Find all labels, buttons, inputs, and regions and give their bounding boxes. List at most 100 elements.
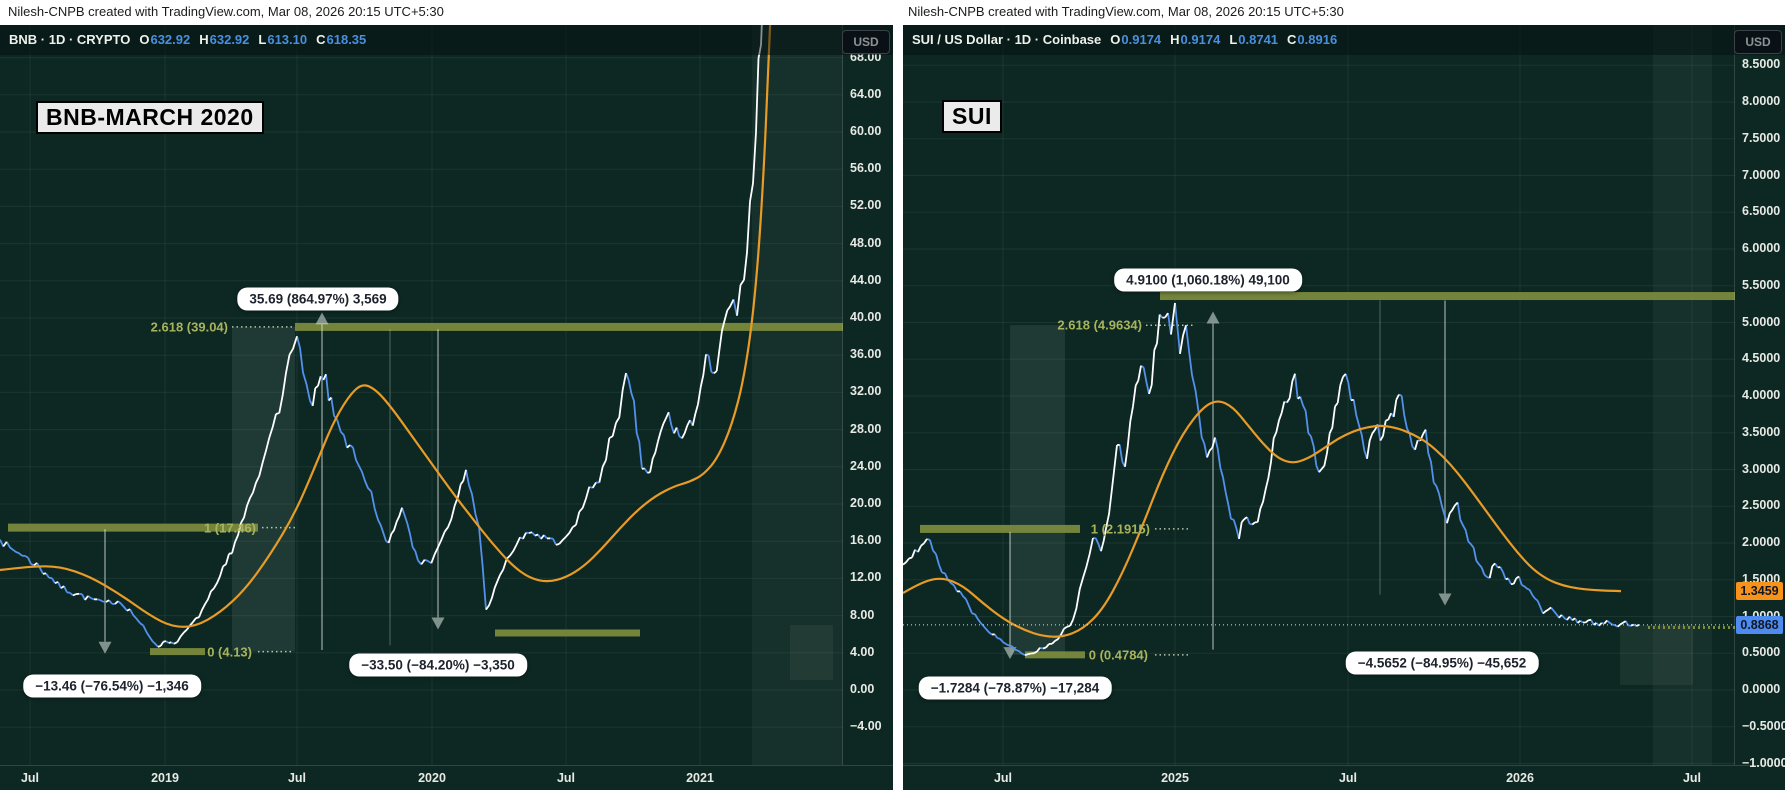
legend-strip xyxy=(0,25,893,55)
symbol-legend: SUI / US Dollar · 1D · Coinbase O0.9174 H0… xyxy=(912,32,1337,47)
time-tick-label: Jul xyxy=(556,771,576,785)
price-tick-label: 24.00 xyxy=(850,458,882,473)
price-axis[interactable]: USD 68.00 64.00 60.00 56.00 52.00 48.00 44.00 4… xyxy=(842,25,893,765)
time-tick-label: 2020 xyxy=(418,771,446,785)
ohlc-open-label: O xyxy=(1110,32,1121,47)
candles-up-series xyxy=(2,25,763,648)
tradingview-watermark-right: Nilesh-CNPB created with TradingView.com… xyxy=(908,4,1344,19)
price-tick-label: 56.00 xyxy=(850,161,882,176)
price-tick-label: 4.0000 xyxy=(1742,388,1781,402)
ohlc-high-value: 632.92 xyxy=(209,32,250,47)
chart-canvas[interactable] xyxy=(0,25,843,765)
arrow-down-head-icon xyxy=(1438,593,1452,606)
price-tick-label: 7.5000 xyxy=(1742,130,1781,145)
fib-level-band xyxy=(920,524,1080,533)
ohlc-high-label: H xyxy=(199,32,209,47)
price-tick-label: 8.5000 xyxy=(1742,57,1781,72)
chart-canvas[interactable] xyxy=(903,25,1735,765)
ohlc-low-label: L xyxy=(258,32,267,47)
ohlc-open-value: 632.92 xyxy=(150,32,191,47)
price-tick-label: 0.00 xyxy=(850,682,875,696)
moving-average-line xyxy=(903,400,1622,638)
time-axis[interactable]: Jul 2025 Jul 2026 Jul xyxy=(903,765,1785,790)
currency-toggle-button[interactable]: USD xyxy=(1734,30,1782,54)
time-tick-label: Jul xyxy=(1682,771,1702,785)
ohlc-close-value: 618.35 xyxy=(326,32,367,47)
highlight-zone xyxy=(1620,625,1693,685)
price-tick-label: 44.00 xyxy=(850,272,882,287)
price-tick-label: 8.0000 xyxy=(1742,94,1781,108)
price-tick-label: 28.00 xyxy=(850,421,882,436)
price-tick-label: 7.0000 xyxy=(1742,167,1781,182)
time-tick-label: 2019 xyxy=(151,771,179,785)
highlight-zone xyxy=(790,625,833,680)
price-tick-label: 16.00 xyxy=(850,533,882,548)
price-tick-label: 36.00 xyxy=(850,347,882,362)
time-tick-label: Jul xyxy=(20,771,40,785)
price-tick-label: 3.0000 xyxy=(1742,461,1781,476)
arrow-up-head-icon xyxy=(315,312,329,325)
highlight-zone xyxy=(1653,25,1712,765)
price-tick-label: 8.00 xyxy=(850,607,875,622)
price-tick-label: 52.00 xyxy=(850,198,882,213)
time-tick-label: 2025 xyxy=(1161,771,1189,785)
price-tick-label: 64.00 xyxy=(850,86,882,101)
price-tick-label: 48.00 xyxy=(850,235,882,250)
ohlc-close-label: C xyxy=(1287,32,1297,47)
price-tick-label: 32.00 xyxy=(850,384,882,399)
chart-panel-bnb: BNB · 1D · CRYPTO O632.92 H632.92 L613.10 C6… xyxy=(0,25,893,790)
price-tick-label: 4.5000 xyxy=(1742,351,1781,366)
arrow-up-head-icon xyxy=(1206,311,1220,324)
ohlc-high-value: 0.9174 xyxy=(1180,32,1221,47)
time-tick-label: 2026 xyxy=(1506,771,1534,785)
tradingview-watermark-left: Nilesh-CNPB created with TradingView.com… xyxy=(8,4,444,19)
candles-down-series xyxy=(914,302,1637,657)
price-tick-label: −1.0000 xyxy=(1742,755,1785,770)
price-tick-label: 0.5000 xyxy=(1742,645,1781,660)
price-axis[interactable]: USD 8.5000 8.0000 7.5000 7.0000 6.5000 6.0000… xyxy=(1734,25,1785,770)
highlight-zone xyxy=(752,25,843,765)
fib-level-band xyxy=(1160,292,1735,301)
price-tick-label: 2.5000 xyxy=(1742,498,1781,513)
fib-level-band xyxy=(295,322,843,331)
price-tick-label: 40.00 xyxy=(850,310,882,324)
moving-average-line xyxy=(0,25,772,628)
symbol-title: BNB · 1D · CRYPTO xyxy=(9,32,131,47)
time-tick-label: Jul xyxy=(993,771,1013,785)
price-tick-label: 0.0000 xyxy=(1742,682,1781,696)
time-tick-label: Jul xyxy=(1338,771,1358,785)
symbol-legend: BNB · 1D · CRYPTO O632.92 H632.92 L613.10 C6… xyxy=(9,32,366,47)
price-tick-label: 12.00 xyxy=(850,570,882,585)
price-tick-label: 6.5000 xyxy=(1742,204,1781,219)
arrow-down-head-icon xyxy=(1003,647,1017,660)
time-axis[interactable]: Jul 2019 Jul 2020 Jul 2021 xyxy=(0,765,893,790)
ohlc-low-value: 613.10 xyxy=(267,32,308,47)
time-tick-label: Jul xyxy=(287,771,307,785)
price-tick-label: 60.00 xyxy=(850,124,882,138)
ohlc-low-label: L xyxy=(1229,32,1238,47)
ohlc-close-label: C xyxy=(316,32,326,47)
fib-level-band xyxy=(495,629,640,637)
fib-level-band xyxy=(1025,651,1085,659)
time-tick-label: 2021 xyxy=(686,771,714,785)
price-tick-label: 20.00 xyxy=(850,496,882,510)
price-tick-label: 2.0000 xyxy=(1742,535,1781,549)
fib-level-band xyxy=(150,648,205,656)
price-tick-label: 4.00 xyxy=(850,644,875,659)
ohlc-high-label: H xyxy=(1170,32,1180,47)
chart-panel-sui: SUI / US Dollar · 1D · Coinbase O0.9174 H0… xyxy=(903,25,1785,790)
arrow-down-head-icon xyxy=(98,641,112,654)
currency-toggle-button[interactable]: USD xyxy=(842,30,890,54)
candles-down-series xyxy=(0,299,738,648)
ohlc-low-value: 0.8741 xyxy=(1238,32,1279,47)
highlight-zone xyxy=(1010,325,1065,655)
legend-strip xyxy=(903,25,1785,55)
price-tick-label: −4.00 xyxy=(850,719,882,734)
ohlc-open-value: 0.9174 xyxy=(1121,32,1162,47)
arrow-down-head-icon xyxy=(431,617,445,630)
price-tick-label: −0.5000 xyxy=(1742,718,1785,733)
price-tick-label: 6.0000 xyxy=(1742,241,1781,255)
candles-up-series xyxy=(903,302,1640,657)
price-badge: 1.3459 xyxy=(1736,582,1783,601)
